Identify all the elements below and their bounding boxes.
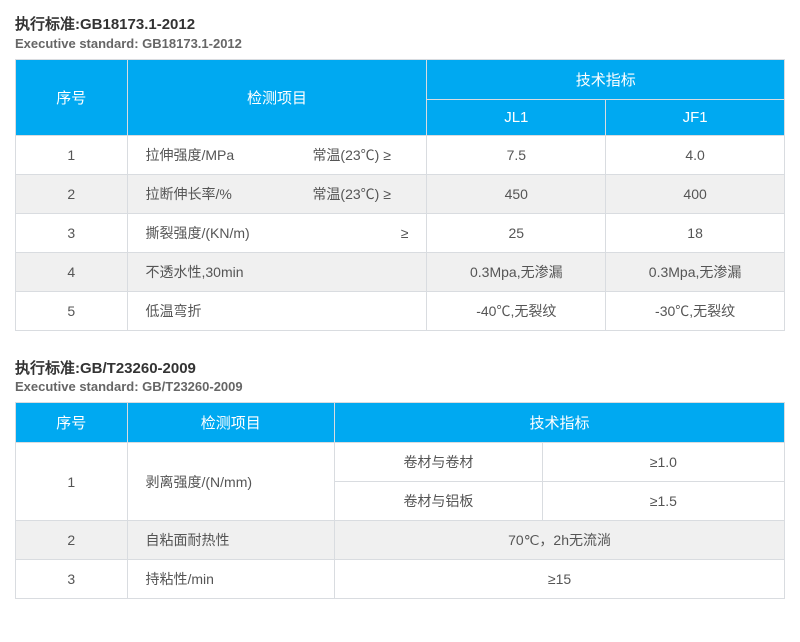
cell-sub: 卷材与卷材 xyxy=(335,443,543,482)
cell-val: ≥1.0 xyxy=(542,443,784,482)
spec-table-2: 序号 检测项目 技术指标 1 剥离强度/(N/mm) 卷材与卷材 ≥1.0 卷材… xyxy=(15,402,785,599)
cell-cond: 常温(23℃) ≥ xyxy=(277,135,427,174)
section1-title-cn: 执行标准:GB18173.1-2012 xyxy=(15,15,785,35)
cell-item: 自粘面耐热性 xyxy=(127,521,335,560)
cell-val: ≥1.5 xyxy=(542,482,784,521)
cell-item: 拉断伸长率/% xyxy=(127,174,277,213)
th-tech: 技术指标 xyxy=(427,59,785,99)
table1-row: 3撕裂强度/(KN/m)≥2518 xyxy=(16,213,785,252)
th-jf1: JF1 xyxy=(606,99,785,135)
th2-item: 检测项目 xyxy=(127,403,335,443)
cell-val: ≥15 xyxy=(335,560,785,599)
table2-row-3: 3 持粘性/min ≥15 xyxy=(16,560,785,599)
cell-jf1: 400 xyxy=(606,174,785,213)
cell-jl1: -40℃,无裂纹 xyxy=(427,291,606,330)
cell-seq: 3 xyxy=(16,560,128,599)
spec-section-1: 执行标准:GB18173.1-2012 Executive standard: … xyxy=(15,15,785,331)
cell-seq: 2 xyxy=(16,174,128,213)
cell-item: 拉伸强度/MPa xyxy=(127,135,277,174)
cell-jl1: 450 xyxy=(427,174,606,213)
section2-title-en: Executive standard: GB/T23260-2009 xyxy=(15,378,785,396)
cell-seq: 2 xyxy=(16,521,128,560)
th2-tech: 技术指标 xyxy=(335,403,785,443)
spec-section-2: 执行标准:GB/T23260-2009 Executive standard: … xyxy=(15,359,785,600)
table1-row: 5低温弯折-40℃,无裂纹-30℃,无裂纹 xyxy=(16,291,785,330)
cell-jl1: 7.5 xyxy=(427,135,606,174)
table1-row: 4不透水性,30min0.3Mpa,无渗漏0.3Mpa,无渗漏 xyxy=(16,252,785,291)
cell-val: 70℃，2h无流淌 xyxy=(335,521,785,560)
th2-seq: 序号 xyxy=(16,403,128,443)
cell-item: 撕裂强度/(KN/m) xyxy=(127,213,277,252)
th-item: 检测项目 xyxy=(127,59,427,135)
section2-title-cn: 执行标准:GB/T23260-2009 xyxy=(15,359,785,379)
cell-item: 不透水性,30min xyxy=(127,252,427,291)
cell-item: 低温弯折 xyxy=(127,291,427,330)
section1-title-en: Executive standard: GB18173.1-2012 xyxy=(15,35,785,53)
cell-seq: 4 xyxy=(16,252,128,291)
cell-item: 剥离强度/(N/mm) xyxy=(127,443,335,521)
cell-cond: 常温(23℃) ≥ xyxy=(277,174,427,213)
th-jl1: JL1 xyxy=(427,99,606,135)
cell-seq: 1 xyxy=(16,135,128,174)
table2-row-1a: 1 剥离强度/(N/mm) 卷材与卷材 ≥1.0 xyxy=(16,443,785,482)
table2-header-row: 序号 检测项目 技术指标 xyxy=(16,403,785,443)
table1-row: 2拉断伸长率/%常温(23℃) ≥450400 xyxy=(16,174,785,213)
cell-sub: 卷材与铝板 xyxy=(335,482,543,521)
cell-jl1: 25 xyxy=(427,213,606,252)
cell-seq: 1 xyxy=(16,443,128,521)
cell-jl1: 0.3Mpa,无渗漏 xyxy=(427,252,606,291)
table1-row: 1拉伸强度/MPa常温(23℃) ≥7.54.0 xyxy=(16,135,785,174)
cell-item: 持粘性/min xyxy=(127,560,335,599)
cell-seq: 5 xyxy=(16,291,128,330)
cell-jf1: 0.3Mpa,无渗漏 xyxy=(606,252,785,291)
table1-header-row1: 序号 检测项目 技术指标 xyxy=(16,59,785,99)
table2-row-2: 2 自粘面耐热性 70℃，2h无流淌 xyxy=(16,521,785,560)
th-seq: 序号 xyxy=(16,59,128,135)
cell-jf1: -30℃,无裂纹 xyxy=(606,291,785,330)
cell-seq: 3 xyxy=(16,213,128,252)
cell-jf1: 4.0 xyxy=(606,135,785,174)
cell-cond: ≥ xyxy=(277,213,427,252)
spec-table-1: 序号 检测项目 技术指标 JL1 JF1 1拉伸强度/MPa常温(23℃) ≥7… xyxy=(15,59,785,331)
cell-jf1: 18 xyxy=(606,213,785,252)
